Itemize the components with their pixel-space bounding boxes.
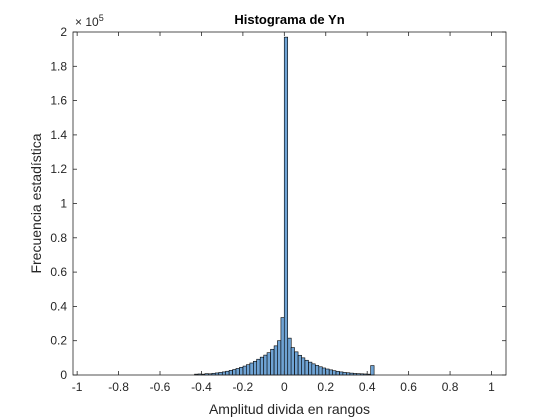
histogram-bar-26	[283, 36, 289, 376]
histogram-bar-42	[339, 371, 344, 376]
histogram-bar-17	[253, 360, 258, 376]
y-exponent-power: 5	[99, 13, 104, 23]
histogram-bar-21	[266, 352, 271, 376]
histogram-bar-19	[259, 356, 264, 376]
histogram-bar-29	[294, 351, 299, 376]
y-tick-label-0: 0	[60, 368, 67, 382]
x-tick-label-4: -0.2	[233, 380, 254, 394]
chart-title: Histograma de Yn	[234, 12, 344, 27]
histogram-bar-9	[225, 370, 230, 376]
plot-background	[73, 32, 506, 375]
histogram-bar-40	[332, 370, 337, 376]
plot-area: -1 -0.8 -0.6 -0.4 -0.2 0 0.2 0.4 0.6 0.8 1 0 0.2 0.4…	[50, 25, 507, 394]
histogram-bar-31	[301, 357, 306, 376]
y-axis-exponent: × 105	[75, 13, 104, 29]
histogram-bar-32	[304, 359, 309, 376]
histogram-bar-41	[335, 371, 340, 376]
histogram-bar-35	[315, 365, 320, 376]
y-tick-label-8: 1.6	[50, 94, 67, 108]
histogram-bar-30	[297, 354, 302, 376]
y-tick-label-7: 1.4	[50, 128, 67, 142]
histogram-bar-51	[370, 365, 375, 376]
histogram-bar-37	[321, 367, 326, 376]
histogram-bar-11	[232, 369, 237, 376]
histogram-bar-34	[311, 363, 316, 376]
histogram-bar-20	[263, 354, 268, 376]
y-exponent-base: × 10	[75, 15, 99, 29]
histogram-bar-33	[308, 361, 313, 376]
histogram-bar-12	[235, 368, 240, 376]
histogram-bar-24	[277, 340, 282, 376]
x-tick-label-9: 0.8	[442, 380, 459, 394]
histogram-bar-14	[242, 365, 247, 376]
x-axis-label: Amplitud divida en rangos	[209, 401, 370, 417]
histogram-bar-36	[318, 366, 323, 376]
histogram-bar-8	[222, 371, 227, 376]
x-tick-label-10: 1	[488, 380, 495, 394]
histogram-bar-13	[239, 366, 244, 376]
x-tick-label-8: 0.6	[400, 380, 417, 394]
x-tick-label-6: 0.2	[317, 380, 334, 394]
y-tick-label-5: 1	[60, 197, 67, 211]
y-tick-label-9: 1.8	[50, 59, 67, 73]
histogram-bar-38	[325, 368, 330, 376]
histogram-bar-22	[270, 348, 275, 376]
x-tick-label-7: 0.4	[359, 380, 376, 394]
histogram-bar-10	[228, 370, 233, 376]
histogram-bar-28	[290, 347, 295, 376]
x-axis-ticks: -1 -0.8 -0.6 -0.4 -0.2 0 0.2 0.4 0.6 0.8 1	[72, 32, 495, 394]
y-axis-label: Frecuencia estadística	[28, 133, 44, 273]
y-tick-label-1: 0.2	[50, 334, 67, 348]
x-tick-label-5: 0	[281, 380, 288, 394]
x-tick-label-0: -1	[72, 380, 83, 394]
histogram-bar-39	[328, 369, 333, 376]
histogram-bar-27	[287, 337, 292, 376]
x-tick-label-2: -0.6	[150, 380, 171, 394]
x-tick-label-1: -0.8	[108, 380, 129, 394]
histogram-bar-25	[280, 317, 285, 376]
y-tick-label-3: 0.6	[50, 265, 67, 279]
y-tick-label-4: 0.8	[50, 231, 67, 245]
y-axis-ticks: 0 0.2 0.4 0.6 0.8 1 1.2 1.4 1.6 1.8 2	[50, 25, 506, 382]
y-tick-label-6: 1.2	[50, 162, 67, 176]
y-tick-label-10: 2	[60, 25, 67, 39]
histogram-bar-16	[249, 362, 254, 376]
histogram-bar-15	[246, 364, 251, 376]
histogram-bar-23	[273, 345, 278, 376]
y-tick-label-2: 0.4	[50, 299, 67, 313]
histogram-bar-18	[256, 358, 261, 376]
x-tick-label-3: -0.4	[191, 380, 212, 394]
